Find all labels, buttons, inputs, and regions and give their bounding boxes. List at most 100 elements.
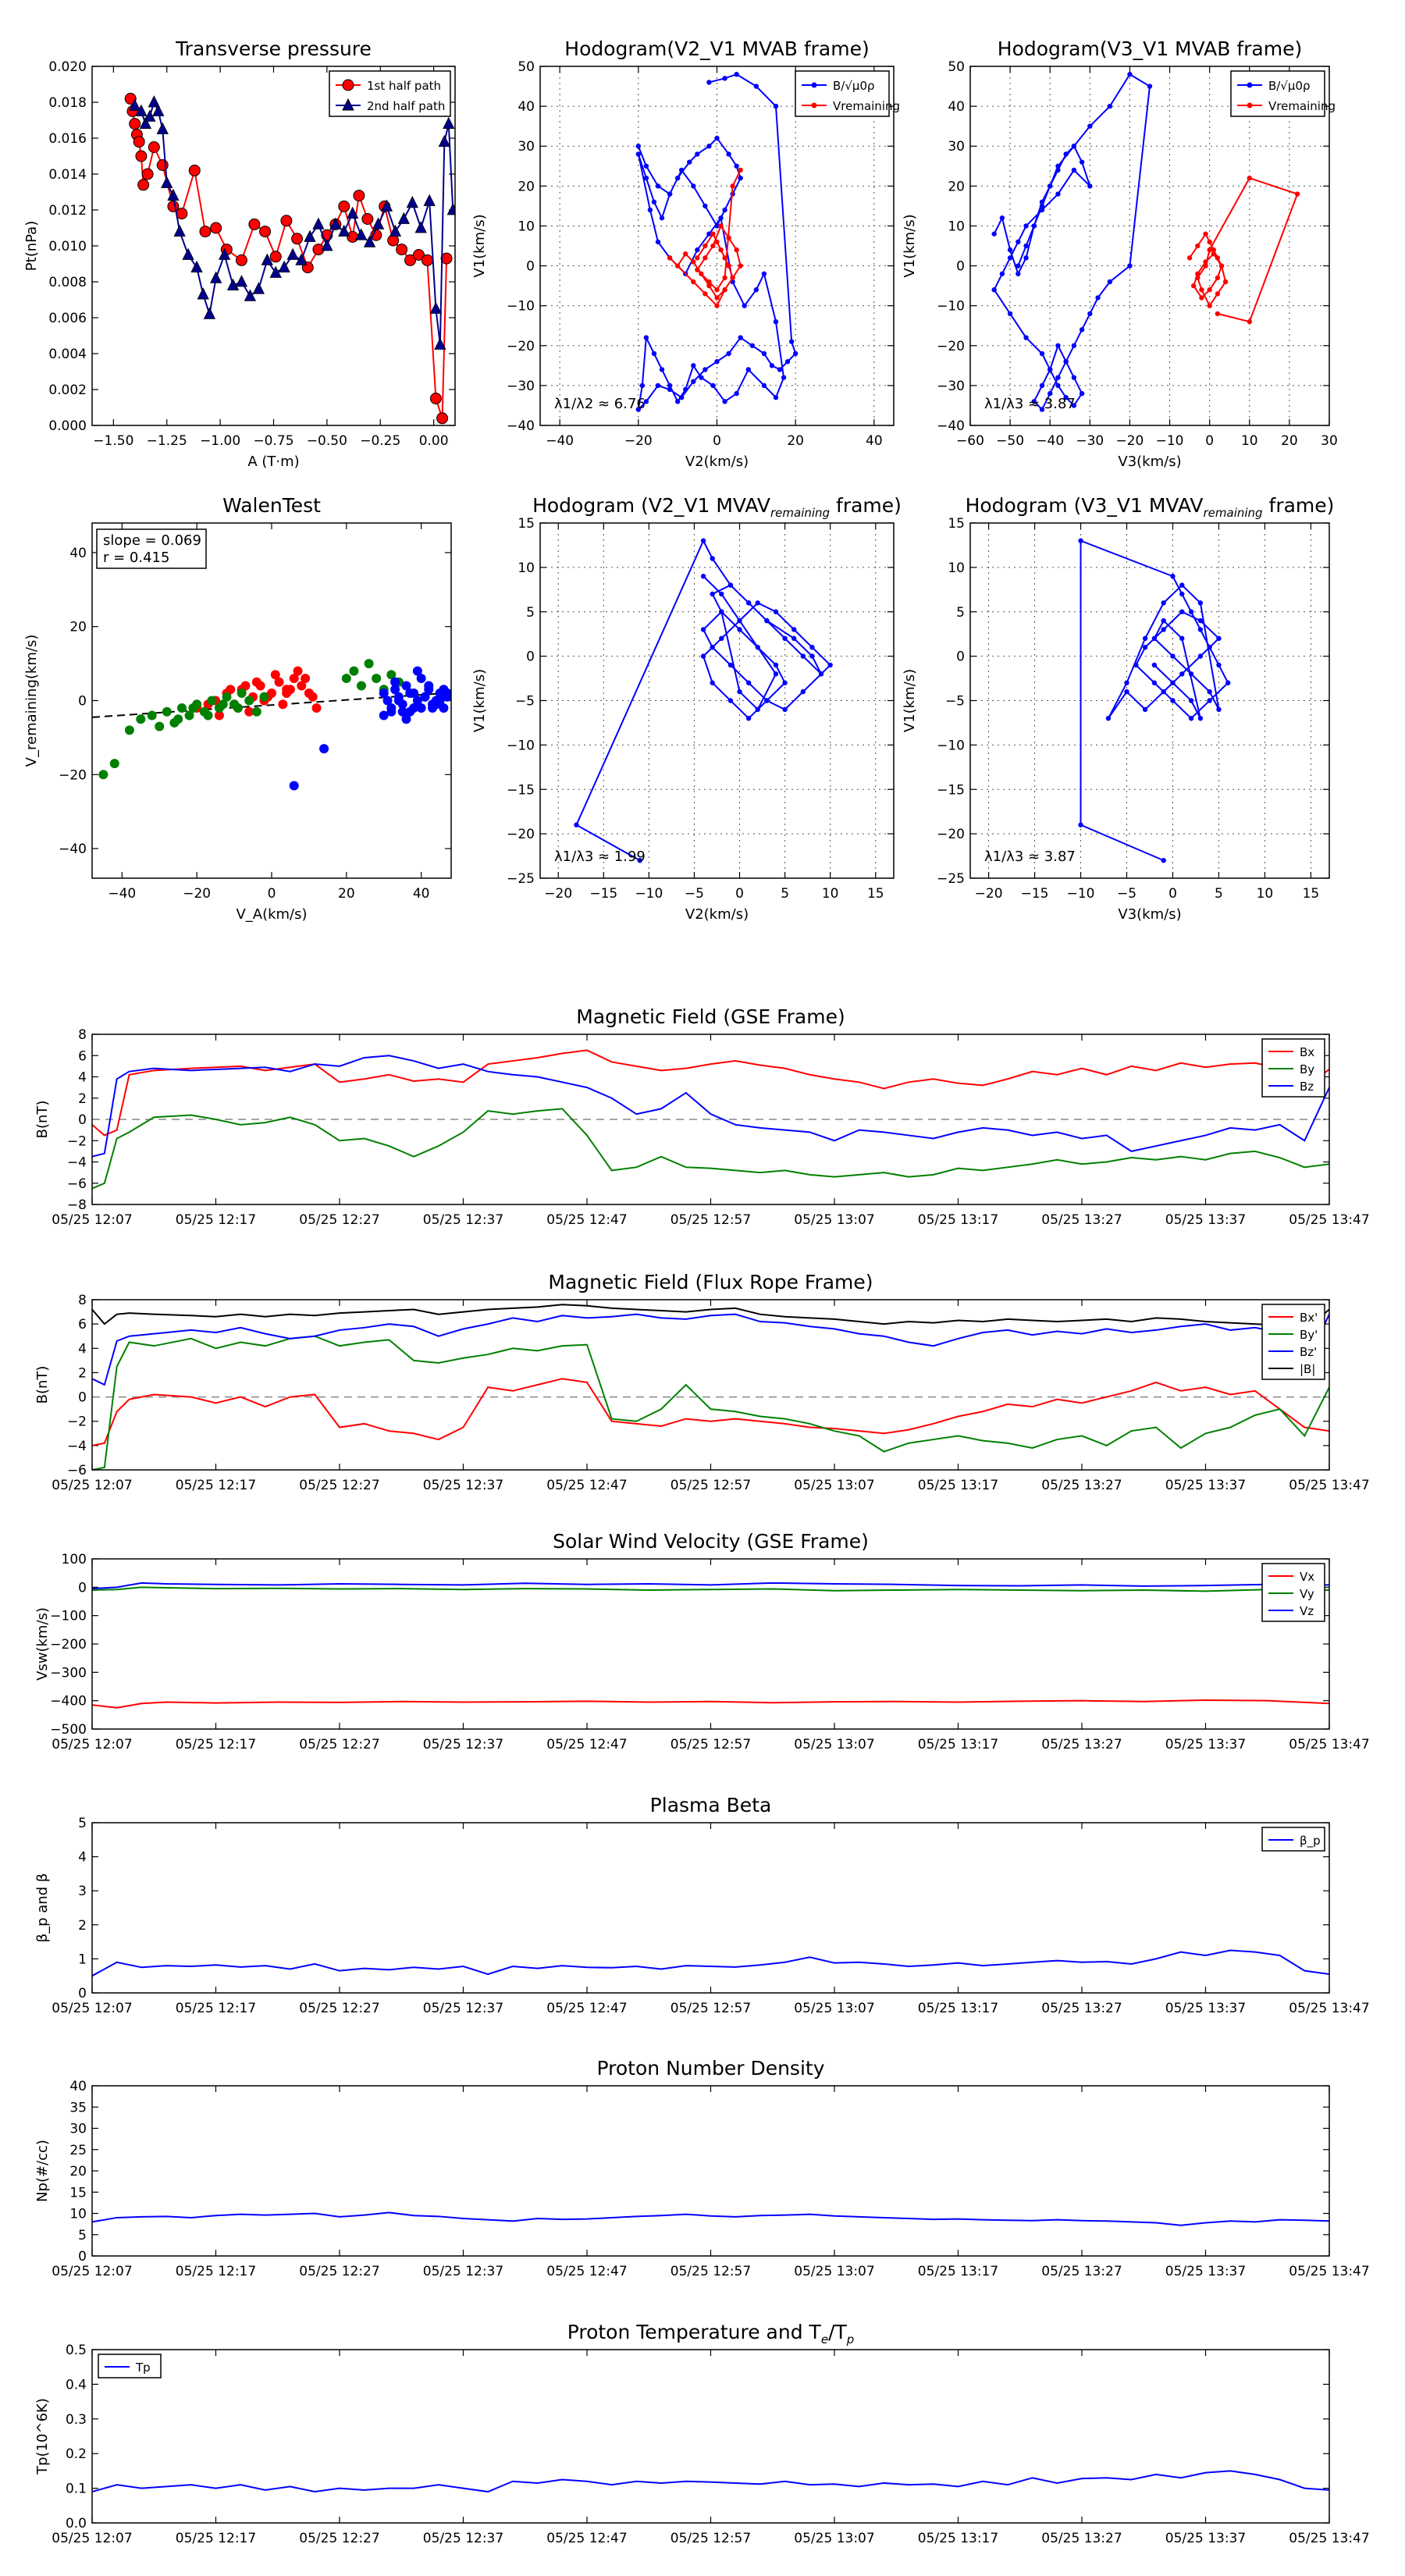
x-tick-label: 05/25 13:17 xyxy=(918,1212,998,1228)
data-point xyxy=(714,135,720,141)
data-point xyxy=(347,231,359,243)
data-point xyxy=(252,282,265,294)
data-point xyxy=(655,382,661,389)
data-point xyxy=(706,144,712,149)
chart-title: Plasma Beta xyxy=(650,1794,772,1816)
x-tick-label: 05/25 12:17 xyxy=(176,1212,256,1228)
data-point xyxy=(1048,367,1053,372)
data-point xyxy=(700,574,706,579)
legend: B/√μ0ρ Vremaining xyxy=(1230,70,1336,117)
data-point xyxy=(372,674,382,684)
y-axis-label: B(nT) xyxy=(34,1366,51,1404)
plot-area xyxy=(92,1049,1329,1190)
x-tick-label: −15 xyxy=(589,886,617,902)
data-point xyxy=(695,247,700,253)
plot-area xyxy=(991,72,1300,412)
x-tick-label: −20 xyxy=(544,886,572,902)
data-point xyxy=(1203,259,1208,265)
axes-frame xyxy=(969,66,1330,426)
series-vremaining xyxy=(667,167,743,308)
y-tick-label: 4 xyxy=(78,1341,87,1357)
data-point xyxy=(679,395,685,400)
chart-temp: 05/25 12:07 05/25 12:17 05/25 12:27 05/25 1… xyxy=(34,2321,1370,2546)
data-point xyxy=(1215,255,1221,261)
data-point xyxy=(1203,231,1208,237)
data-point xyxy=(1170,653,1176,659)
data-point xyxy=(414,221,427,233)
data-point xyxy=(718,215,724,221)
data-point xyxy=(379,710,389,720)
data-point xyxy=(726,263,731,269)
data-point xyxy=(714,295,720,301)
title-tail: frame) xyxy=(830,494,902,517)
data-point xyxy=(726,235,731,240)
data-point xyxy=(1031,399,1037,404)
x-tick-label: 05/25 12:57 xyxy=(670,2531,751,2546)
data-point xyxy=(124,725,134,735)
data-point xyxy=(1105,716,1112,721)
data-point xyxy=(1055,191,1061,197)
data-point xyxy=(291,233,304,245)
data-point xyxy=(203,307,216,319)
y-tick-label: 0.004 xyxy=(48,347,87,362)
y-tick-label: −30 xyxy=(507,379,535,394)
x-tick-label: 05/25 12:17 xyxy=(176,2264,256,2279)
eigen-ratio-annotation: λ1/λ3 ≈ 3.87 xyxy=(984,849,1076,865)
data-point xyxy=(651,199,657,205)
data-point xyxy=(240,681,251,691)
data-point xyxy=(139,116,152,130)
data-point xyxy=(1071,403,1077,408)
data-point xyxy=(1161,858,1166,863)
x-tick-label: 05/25 12:57 xyxy=(670,1212,751,1228)
y-axis-label: V1(km/s) xyxy=(902,669,918,732)
data-point xyxy=(679,167,685,173)
data-point xyxy=(1197,617,1204,624)
x-tick-label: −40 xyxy=(546,433,574,449)
x-tick-label: 05/25 12:47 xyxy=(546,1478,627,1493)
x-tick-label: 10 xyxy=(1241,433,1258,449)
y-tick-label: 6 xyxy=(78,1048,87,1064)
data-point xyxy=(177,703,187,713)
data-point xyxy=(755,706,760,713)
x-tick-label: 05/25 12:07 xyxy=(52,2264,132,2279)
data-point xyxy=(420,692,430,702)
x-tick-label: −5 xyxy=(685,886,704,902)
y-tick-label: −300 xyxy=(50,1665,87,1681)
y-axis-label: B(nT) xyxy=(34,1101,51,1139)
data-point xyxy=(738,335,743,340)
y-tick-label: 10 xyxy=(518,560,535,576)
data-point xyxy=(827,662,833,668)
x-tick-label: 0 xyxy=(1205,433,1214,449)
data-point xyxy=(133,136,145,148)
data-point xyxy=(98,770,108,780)
data-point xyxy=(1133,662,1139,668)
x-tick-label: −20 xyxy=(975,886,1003,902)
data-point xyxy=(184,710,194,720)
data-point xyxy=(1151,635,1158,642)
data-point xyxy=(167,188,180,201)
data-point xyxy=(438,134,450,148)
data-point xyxy=(651,350,657,357)
data-point xyxy=(1124,680,1129,685)
data-point xyxy=(749,343,755,348)
x-tick-label: 05/25 13:07 xyxy=(794,2264,874,2279)
data-point xyxy=(730,183,735,189)
data-point xyxy=(1023,335,1029,340)
data-point xyxy=(643,399,649,404)
x-tick-label: 05/25 12:37 xyxy=(423,2531,503,2546)
data-point xyxy=(1071,375,1077,380)
data-point xyxy=(809,653,815,659)
fit-line xyxy=(92,692,451,718)
y-tick-label: 25 xyxy=(69,2143,87,2158)
series-line-np xyxy=(92,2211,1329,2226)
data-point xyxy=(691,363,696,368)
x-tick-label: 05/25 13:17 xyxy=(918,1737,998,1752)
data-point xyxy=(372,217,385,229)
y-tick-label: −40 xyxy=(937,418,965,434)
series-b---0- xyxy=(991,72,1153,412)
x-axis-label: V2(km/s) xyxy=(685,906,749,923)
x-tick-label: 20 xyxy=(787,433,804,449)
data-point xyxy=(737,617,742,624)
chart-hodo_v3v1_mvab: −60 −50 −40 −30 −20 −10 0 10 20 30 −40 −30 −20 −10 0 10… xyxy=(902,37,1338,470)
x-tick-label: 20 xyxy=(338,886,355,902)
